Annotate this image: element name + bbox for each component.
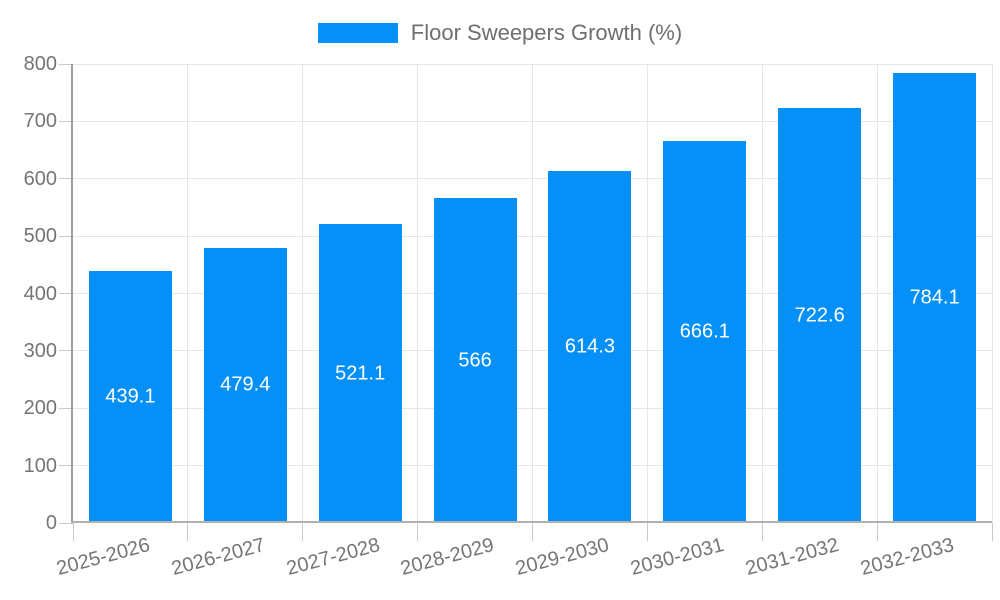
bar[interactable]: 566 (433, 198, 517, 523)
x-axis-label: 2025-2026 (54, 534, 153, 581)
x-axis-label: 2031-2032 (743, 534, 842, 581)
bar[interactable]: 479.4 (203, 247, 287, 523)
y-axis-tick (59, 293, 73, 294)
legend-item[interactable]: Floor Sweepers Growth (%) (317, 20, 683, 46)
y-axis-tick (59, 522, 73, 524)
gridline-vertical (646, 64, 648, 523)
y-axis-label: 700 (23, 110, 57, 133)
gridline-vertical (761, 64, 763, 523)
x-axis-label: 2029-2030 (513, 534, 612, 581)
bar-value-label: 566 (458, 349, 492, 372)
x-axis-tick (72, 523, 74, 541)
bar-value-label: 439.1 (105, 385, 156, 408)
gridline-vertical (187, 64, 189, 523)
legend-swatch-icon (317, 23, 398, 43)
y-axis-label: 0 (45, 512, 57, 534)
bar-value-label: 521.1 (335, 362, 386, 384)
y-axis-label: 300 (23, 339, 57, 362)
y-axis-label: 100 (23, 454, 57, 477)
bar[interactable]: 784.1 (893, 73, 977, 523)
gridline-vertical (532, 64, 533, 523)
x-axis-label: 2027-2028 (283, 534, 382, 581)
gridline-vertical (876, 64, 878, 523)
x-axis-label: 2028-2029 (398, 534, 497, 581)
bar-value-label: 614.3 (564, 335, 615, 358)
x-axis-tick (417, 523, 419, 541)
bar[interactable]: 722.6 (778, 108, 862, 523)
gridline-vertical (991, 64, 993, 523)
x-axis-tick (761, 523, 763, 541)
chart-legend: Floor Sweepers Growth (%) (0, 20, 1000, 46)
x-axis-tick (187, 523, 189, 541)
x-axis-tick (991, 523, 993, 541)
bar-value-label: 666.1 (679, 320, 730, 343)
legend-label: Floor Sweepers Growth (%) (410, 20, 683, 45)
y-axis-tick (59, 407, 73, 409)
x-axis-label: 2026-2027 (168, 534, 268, 581)
y-axis-label: 200 (23, 397, 57, 420)
y-axis-line (71, 64, 73, 523)
x-axis-tick (646, 523, 648, 541)
x-axis-tick (532, 523, 533, 541)
gridline-vertical (417, 64, 419, 523)
gridline-vertical (302, 64, 304, 523)
y-axis-tick (59, 235, 73, 237)
y-axis-tick (59, 178, 73, 180)
x-axis-line (71, 521, 992, 523)
bar[interactable]: 614.3 (548, 170, 632, 523)
y-axis-label: 400 (23, 282, 57, 305)
x-axis-label: 2032-2033 (858, 534, 957, 581)
bar[interactable]: 439.1 (88, 271, 172, 523)
y-axis-label: 500 (23, 225, 57, 248)
bar-value-label: 479.4 (220, 373, 271, 396)
bar[interactable]: 666.1 (663, 140, 747, 523)
bar[interactable]: 521.1 (318, 224, 402, 523)
y-axis-tick (59, 350, 73, 352)
bar-value-label: 784.1 (909, 286, 960, 309)
y-axis-label: 800 (23, 53, 57, 75)
y-axis-tick (59, 63, 73, 65)
x-axis-tick (876, 523, 878, 541)
y-axis-tick (59, 120, 73, 122)
x-axis-label: 2030-2031 (628, 534, 727, 581)
y-axis-tick (59, 465, 73, 467)
y-axis-label: 600 (23, 167, 57, 190)
x-axis-tick (302, 523, 304, 541)
bar-value-label: 722.6 (794, 304, 845, 327)
